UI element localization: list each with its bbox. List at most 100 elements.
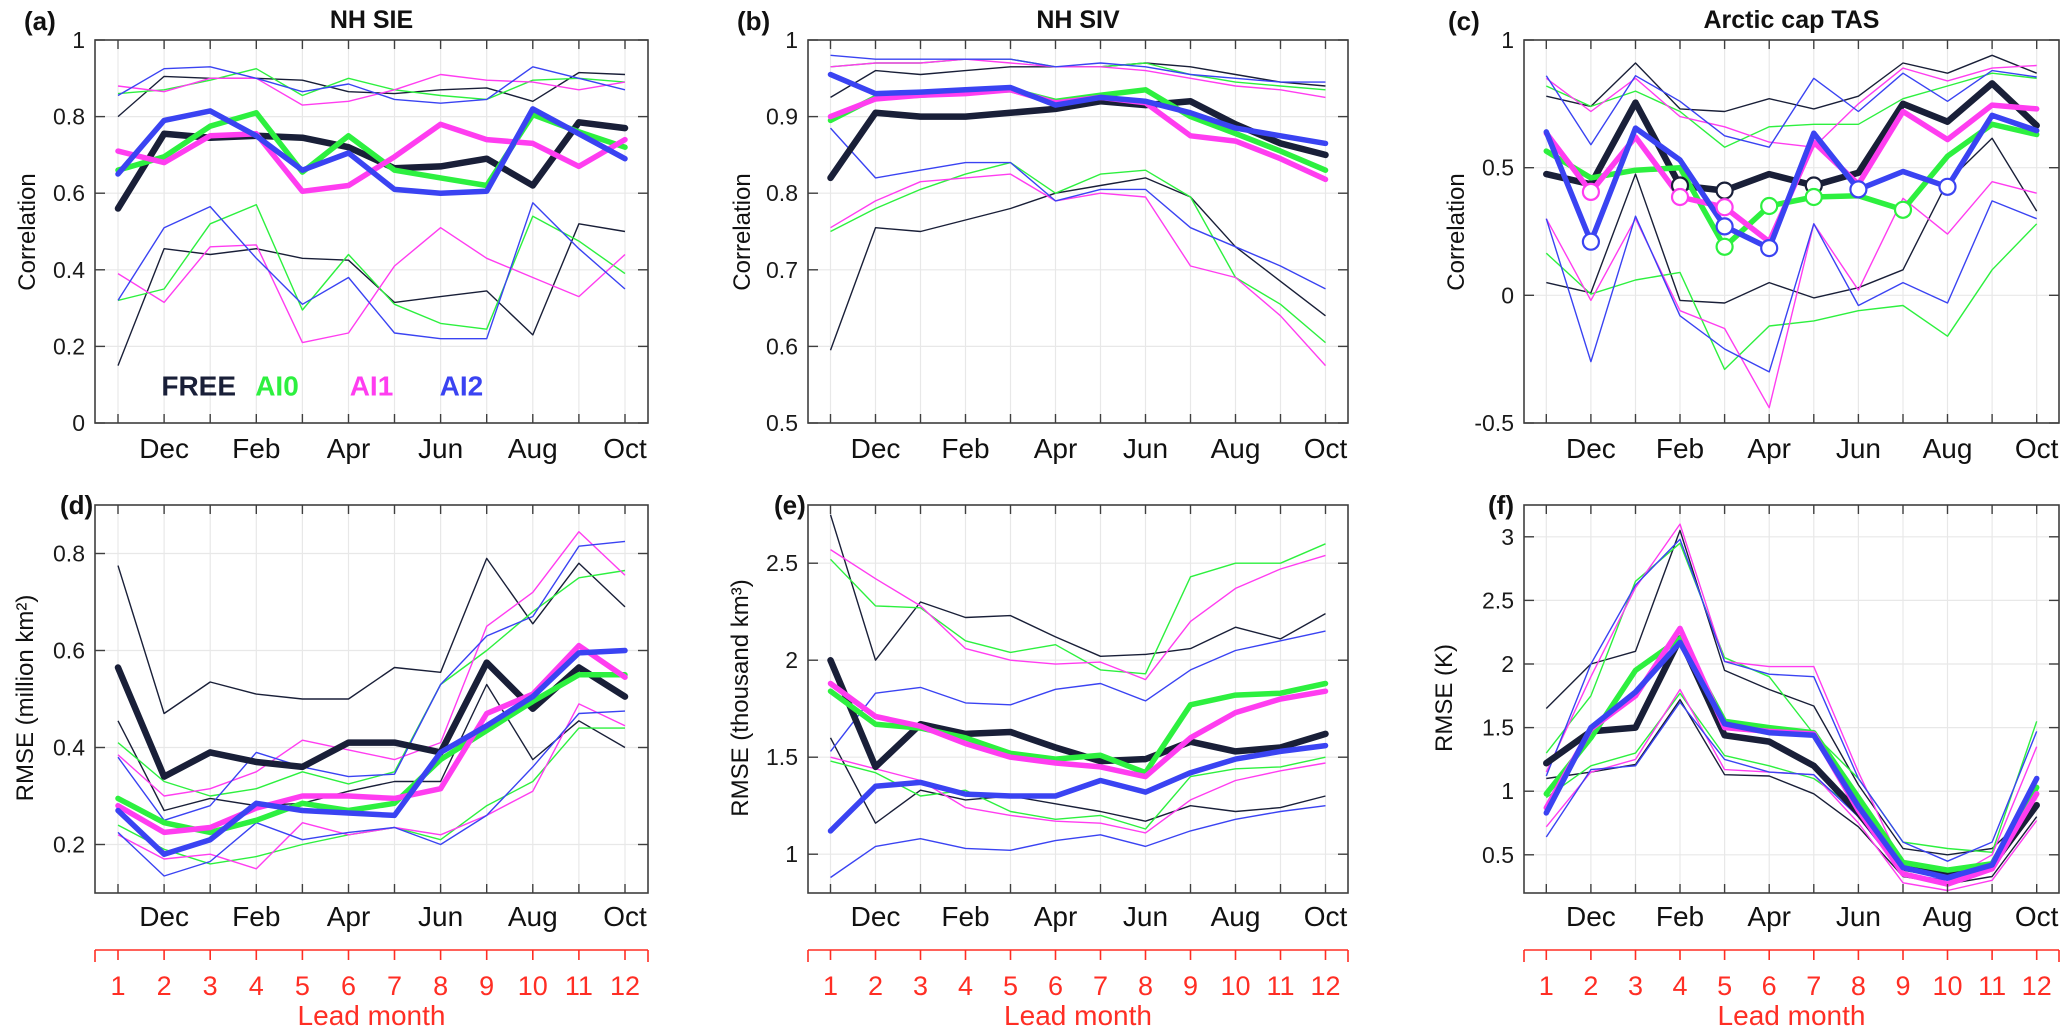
lead-axis-number: 8 <box>1851 971 1866 1001</box>
y-tick-label: 0.8 <box>53 104 85 130</box>
series-ai0-max-line <box>1545 542 2038 853</box>
legend-label-ai1: AI1 <box>350 371 394 402</box>
lead-axis-number: 9 <box>1895 971 1910 1001</box>
lead-axis-number: 3 <box>1628 971 1643 1001</box>
y-tick-label: 0.8 <box>766 180 798 206</box>
panel-b-title: NH SIV <box>1036 6 1120 34</box>
lead-axis-number: 8 <box>1138 971 1153 1001</box>
y-tick-label: 0.9 <box>766 104 798 130</box>
series-ai1-mean-line <box>827 680 1329 780</box>
series-ai2-mean-line <box>115 106 628 196</box>
month-tick-label: Aug <box>508 433 558 464</box>
month-tick-label: Aug <box>1923 901 1973 932</box>
y-tick-label: 2.5 <box>766 550 798 576</box>
series-free-mean-line <box>1543 80 2040 194</box>
lead-axis-number: 6 <box>1048 971 1063 1001</box>
panel-a-ylabel: Correlation <box>14 173 41 291</box>
series-free-mean-line <box>114 119 629 212</box>
panel-b: 0.5 0.6 0.7 0.8 0.9 1 Dec Feb Apr Jun Aug Oct <box>766 27 1349 464</box>
lead-axis-number: 7 <box>387 971 402 1001</box>
series-ai2-max-line <box>1545 69 2037 148</box>
series-ai2-max-line <box>1545 538 2038 862</box>
series-ai2-mean-line <box>1543 112 2040 251</box>
series-free-min-line <box>117 223 626 366</box>
month-tick-label: Apr <box>1034 433 1078 464</box>
panel-d-letter: (d) <box>60 490 94 520</box>
month-tick-label: Apr <box>327 901 371 932</box>
lead-axis-number: 1 <box>110 971 125 1001</box>
marker-ai2-lead8 <box>1849 180 1868 199</box>
legend-label-free: FREE <box>161 371 236 402</box>
y-tick-label: 2 <box>785 647 798 673</box>
panel-c: -0.5 0 0.5 1 Dec Feb Apr Jun Aug Oct <box>1474 27 2060 464</box>
marker-ai0-lead6 <box>1760 196 1779 216</box>
series-ai0-mean-line <box>115 110 628 189</box>
axes-frame <box>807 504 1349 894</box>
series-free-max-line <box>1545 529 2038 856</box>
month-tick-label: Oct <box>1304 901 1348 932</box>
month-tick-label: Apr <box>1747 901 1791 932</box>
series-ai1-max-line <box>1545 64 2037 148</box>
month-tick-label: Apr <box>1747 433 1791 464</box>
series-free-min-line <box>829 737 1326 824</box>
axes-frame <box>807 39 1349 424</box>
lead-axis-number: 5 <box>1717 971 1732 1001</box>
marker-free-lead5 <box>1715 181 1734 200</box>
lead-axis-number: 2 <box>1583 971 1598 1001</box>
month-tick-label: Feb <box>232 901 280 932</box>
lead-axis-number: 6 <box>341 971 356 1001</box>
series-ai1-min-line <box>117 703 626 870</box>
month-tick-label: Dec <box>1566 901 1616 932</box>
y-tick-label: 1.5 <box>766 744 798 770</box>
series-ai2-min-line <box>117 202 626 340</box>
month-tick-label: Dec <box>1566 433 1616 464</box>
y-tick-label: 1 <box>72 27 85 53</box>
lead-axis-label: Lead month <box>298 1000 446 1029</box>
lead-axis-number: 4 <box>1672 971 1687 1001</box>
series-ai0-mean-line <box>827 680 1329 776</box>
panel-f: 0.5 1 1.5 2 2.5 3 Dec Feb Apr Jun Aug Oct <box>1482 504 2060 932</box>
lead-axis-number: 7 <box>1806 971 1821 1001</box>
lead-axis-number: 9 <box>1183 971 1198 1001</box>
panel-a: 0 0.2 0.4 0.6 0.8 1 Dec Feb Apr Jun Aug Oct FREE AI0 A… <box>53 27 649 464</box>
lead-axis-number: 11 <box>1266 971 1294 1001</box>
axes-frame <box>1523 504 2060 894</box>
month-tick-label: Dec <box>851 433 901 464</box>
panel-b-letter: (b) <box>737 6 771 36</box>
panel-d-ylabel: RMSE (million km²) <box>12 594 39 802</box>
series-ai2-min-line <box>1545 701 2038 881</box>
lead-axis-number: 1 <box>1539 971 1554 1001</box>
series-ai0-max-line <box>1546 72 2037 148</box>
month-tick-label: Feb <box>232 433 280 464</box>
y-tick-label: 2.5 <box>1482 587 1514 613</box>
series-ai2-min-line <box>830 805 1326 879</box>
lead-axis-number: 2 <box>868 971 883 1001</box>
panel-c-letter: (c) <box>1448 6 1480 36</box>
y-tick-label: 2 <box>1501 651 1514 677</box>
y-tick-label: 0.2 <box>53 832 85 858</box>
y-tick-label: 0.5 <box>766 410 798 436</box>
lead-axis-number: 12 <box>610 971 640 1001</box>
series-ai2-min-line <box>1545 200 2037 373</box>
y-tick-label: 0 <box>72 410 85 436</box>
month-tick-label: Aug <box>508 901 558 932</box>
lead-axis-number: 10 <box>518 971 548 1001</box>
legend-label-ai0: AI0 <box>255 371 299 402</box>
month-tick-label: Feb <box>941 901 989 932</box>
lead-axis-label: Lead month <box>1004 1000 1152 1029</box>
lead-axis-number: 12 <box>2022 971 2052 1001</box>
lead-axis-number: 7 <box>1093 971 1108 1001</box>
series-ai0-min-line <box>117 203 626 330</box>
y-tick-label: 1 <box>1501 778 1514 804</box>
series-free-max-line <box>829 514 1326 661</box>
month-tick-label: Feb <box>1656 901 1704 932</box>
panel-f-ylabel: RMSE (K) <box>1431 644 1458 752</box>
series-ai0-max-line <box>830 58 1326 91</box>
month-tick-label: Oct <box>2015 901 2059 932</box>
y-tick-label: 0.6 <box>53 638 85 664</box>
lead-axis-label: Lead month <box>1718 1000 1866 1029</box>
month-tick-label: Oct <box>603 433 647 464</box>
